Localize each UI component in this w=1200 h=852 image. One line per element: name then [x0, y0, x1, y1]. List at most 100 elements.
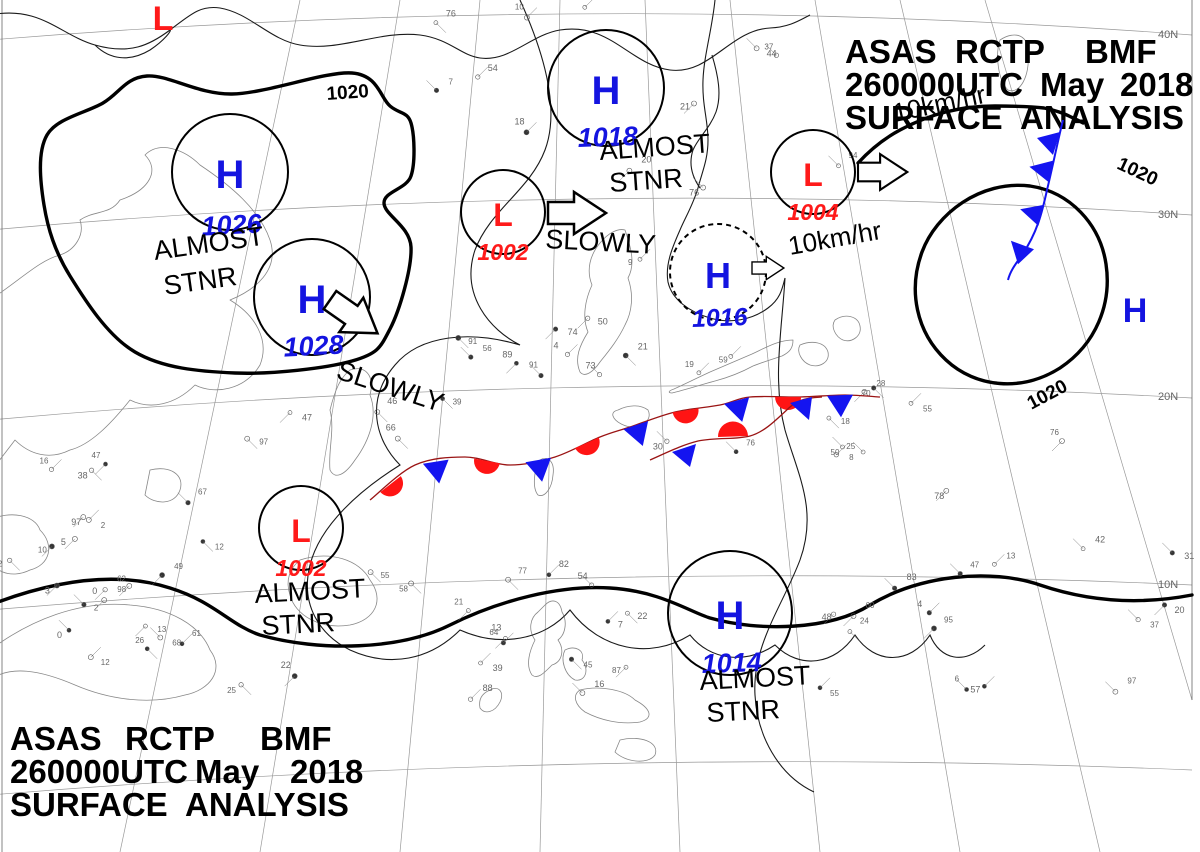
svg-text:ALMOST: ALMOST [699, 660, 811, 696]
svg-text:82: 82 [559, 559, 569, 569]
svg-text:1002: 1002 [477, 239, 528, 265]
svg-text:0: 0 [92, 586, 97, 596]
svg-text:61: 61 [192, 629, 201, 638]
svg-text:12: 12 [215, 543, 224, 552]
svg-text:59: 59 [719, 355, 728, 364]
svg-text:22: 22 [281, 660, 291, 670]
svg-text:1028: 1028 [283, 329, 345, 362]
svg-text:48: 48 [822, 612, 832, 622]
svg-text:42: 42 [571, 0, 580, 1]
svg-text:47: 47 [302, 413, 312, 423]
svg-text:55: 55 [923, 404, 932, 413]
svg-text:89: 89 [502, 349, 512, 359]
svg-text:95: 95 [944, 615, 953, 624]
svg-text:20N: 20N [1158, 391, 1178, 403]
svg-text:66: 66 [386, 423, 396, 433]
svg-text:H: H [298, 278, 327, 322]
svg-text:21: 21 [454, 598, 463, 607]
svg-text:L: L [291, 513, 311, 549]
svg-text:STNR: STNR [608, 163, 683, 198]
svg-text:16: 16 [40, 456, 49, 465]
svg-text:50: 50 [831, 448, 840, 457]
svg-text:2: 2 [94, 604, 99, 613]
svg-text:13: 13 [157, 625, 166, 634]
svg-text:49: 49 [174, 562, 183, 571]
svg-text:74: 74 [568, 327, 578, 337]
svg-text:7: 7 [618, 619, 623, 629]
svg-text:2: 2 [101, 521, 106, 530]
svg-text:H: H [716, 594, 745, 638]
svg-text:60: 60 [866, 601, 875, 610]
svg-text:30N: 30N [1158, 209, 1178, 221]
svg-text:56: 56 [483, 344, 492, 353]
svg-text:3: 3 [45, 586, 50, 596]
svg-text:25: 25 [227, 686, 236, 695]
svg-text:9: 9 [628, 258, 633, 267]
svg-text:47: 47 [970, 561, 979, 570]
svg-text:12: 12 [101, 658, 110, 667]
svg-text:7: 7 [449, 77, 454, 86]
svg-text:18: 18 [841, 417, 850, 426]
svg-text:62: 62 [117, 575, 126, 584]
svg-text:50: 50 [598, 316, 608, 326]
svg-text:30: 30 [653, 441, 663, 451]
svg-text:83: 83 [907, 572, 917, 582]
svg-text:44: 44 [767, 48, 777, 58]
svg-text:6: 6 [955, 675, 960, 684]
svg-text:76: 76 [446, 9, 456, 19]
svg-text:1004: 1004 [787, 199, 838, 225]
svg-text:13: 13 [491, 622, 501, 632]
svg-text:31: 31 [1184, 551, 1194, 561]
svg-text:16: 16 [594, 679, 604, 689]
svg-text:4: 4 [554, 340, 559, 350]
svg-text:97: 97 [71, 517, 81, 527]
svg-text:42: 42 [1095, 535, 1105, 545]
svg-text:39: 39 [453, 398, 462, 407]
svg-text:ASASRCTPBMF: ASAS RCTP BMF [10, 720, 331, 757]
svg-text:58: 58 [399, 584, 408, 593]
svg-text:18: 18 [515, 116, 525, 126]
svg-text:20: 20 [1175, 605, 1185, 615]
svg-text:SLOWLY: SLOWLY [545, 224, 657, 260]
svg-text:45: 45 [584, 660, 593, 669]
svg-text:0: 0 [57, 630, 62, 640]
svg-text:ASASRCTPBMF: ASAS RCTP BMF [845, 33, 1156, 70]
svg-text:76: 76 [1050, 428, 1059, 437]
svg-text:88: 88 [483, 683, 493, 693]
svg-text:78: 78 [934, 491, 944, 501]
svg-text:67: 67 [198, 488, 207, 497]
svg-text:57: 57 [970, 684, 980, 694]
svg-text:H: H [1123, 292, 1148, 330]
svg-text:39: 39 [493, 663, 503, 673]
svg-text:10: 10 [515, 3, 524, 12]
svg-text:97: 97 [259, 438, 268, 447]
svg-text:91: 91 [468, 337, 477, 346]
svg-text:76: 76 [746, 439, 755, 448]
svg-text:54: 54 [488, 63, 498, 73]
svg-text:38: 38 [78, 470, 88, 480]
svg-text:4: 4 [917, 599, 922, 609]
svg-text:37: 37 [1150, 621, 1159, 630]
svg-text:26: 26 [135, 636, 144, 645]
svg-text:40N: 40N [1158, 29, 1178, 41]
svg-text:24: 24 [860, 617, 869, 626]
svg-text:L: L [493, 197, 513, 233]
svg-text:22: 22 [637, 611, 647, 621]
svg-text:1016: 1016 [691, 303, 749, 333]
svg-text:21: 21 [638, 342, 648, 352]
svg-text:L: L [803, 157, 823, 193]
svg-text:10: 10 [38, 545, 47, 554]
svg-text:5: 5 [61, 537, 66, 547]
svg-text:28: 28 [876, 379, 885, 388]
svg-text:13: 13 [1006, 551, 1015, 560]
svg-text:H: H [705, 255, 731, 296]
svg-text:8: 8 [849, 453, 854, 462]
svg-text:76: 76 [689, 188, 699, 198]
svg-text:ALMOST: ALMOST [254, 573, 366, 609]
svg-text:21: 21 [680, 102, 690, 112]
svg-text:98: 98 [117, 585, 126, 594]
svg-text:77: 77 [518, 567, 527, 576]
svg-text:1020: 1020 [326, 81, 370, 105]
